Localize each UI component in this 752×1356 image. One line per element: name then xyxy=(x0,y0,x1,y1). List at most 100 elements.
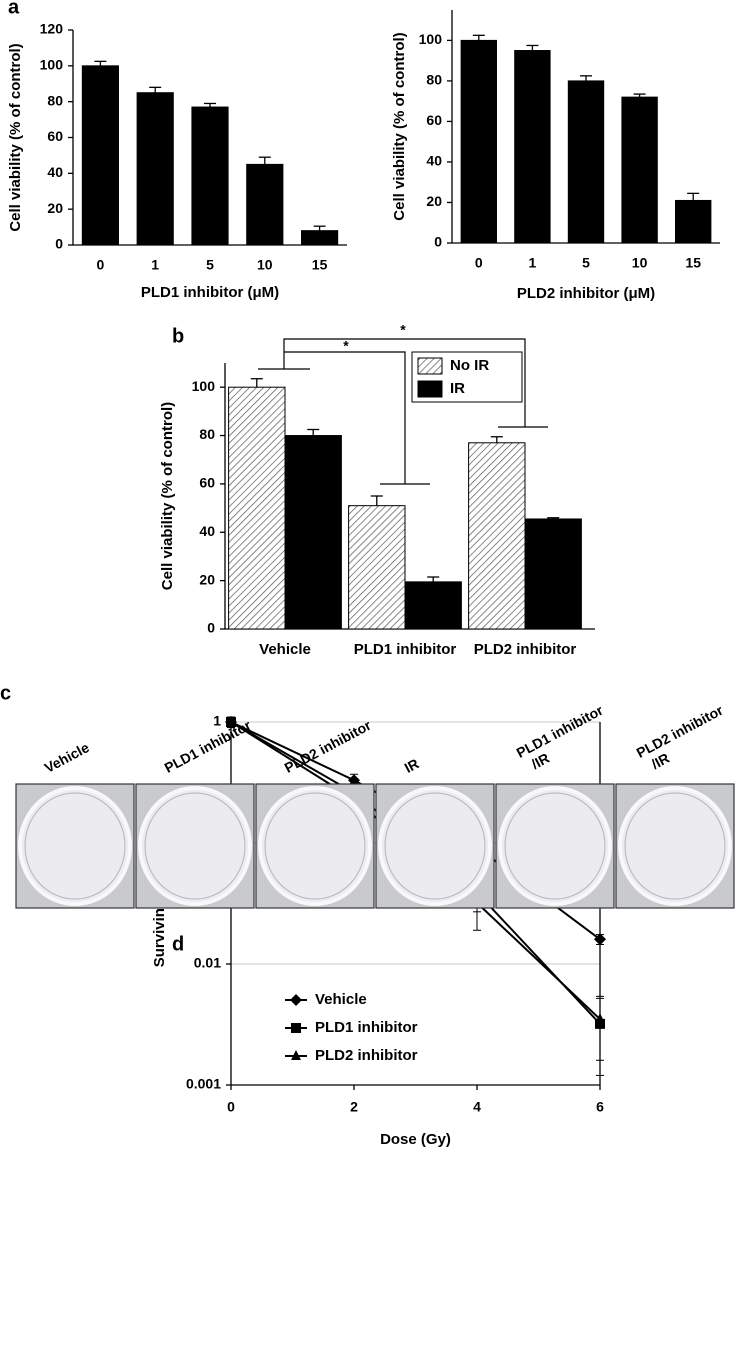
bar xyxy=(191,106,229,246)
plate-label: IR xyxy=(402,755,422,776)
plate-dish xyxy=(138,786,252,906)
x-tick-label: PLD2 inhibitor xyxy=(474,641,577,658)
y-tick-label: 20 xyxy=(47,200,63,216)
x-tick-label: 10 xyxy=(632,255,648,271)
plate-rim xyxy=(384,792,486,900)
plate-label: PLD2 inhibitor xyxy=(634,702,726,761)
x-tick-label: PLD1 inhibitor xyxy=(354,641,457,658)
significance-brackets xyxy=(258,338,548,485)
y-tick-label: 1 xyxy=(213,713,221,729)
x-tick-label: 5 xyxy=(582,255,590,271)
x-tick-label: 15 xyxy=(312,257,328,273)
bar xyxy=(468,442,526,630)
y-tick-label: 20 xyxy=(199,571,215,587)
legend-marker xyxy=(290,994,302,1006)
y-tick-label: 0 xyxy=(434,234,442,250)
marker xyxy=(594,933,606,946)
y-tick-label: 0 xyxy=(207,620,215,636)
legend-marker xyxy=(291,1023,301,1033)
bar xyxy=(301,230,339,246)
plate-dish xyxy=(18,786,132,906)
plate-rim xyxy=(624,792,726,900)
plate-label: PLD1 inhibitor xyxy=(162,717,254,776)
bar xyxy=(514,50,551,244)
plate-label: Vehicle xyxy=(42,739,92,776)
legend-label: Vehicle xyxy=(315,991,367,1008)
y-tick-label: 40 xyxy=(426,153,442,169)
plate-rim xyxy=(144,792,246,900)
x-tick-label: 1 xyxy=(151,257,159,273)
x-axis-title: PLD2 inhibitor (μM) xyxy=(517,285,655,302)
marker xyxy=(226,716,236,726)
plate-label: PLD1 inhibitor xyxy=(514,702,606,761)
legend-label: No IR xyxy=(450,357,489,374)
bar xyxy=(460,39,497,244)
bar xyxy=(567,80,605,244)
plate-dish xyxy=(258,786,372,906)
x-tick-label: 10 xyxy=(257,257,273,273)
y-tick-label: 120 xyxy=(40,21,64,37)
y-axis-title: Cell viability (% of control) xyxy=(7,43,24,231)
x-axis-title: Dose (Gy) xyxy=(380,1131,451,1148)
legend-label: IR xyxy=(450,380,465,397)
y-tick-label: 100 xyxy=(419,31,443,47)
plate-dish xyxy=(378,786,492,906)
y-tick-label: 60 xyxy=(47,128,63,144)
x-tick-label: 0 xyxy=(97,257,105,273)
panel-label: c xyxy=(0,682,11,704)
bar xyxy=(81,65,119,246)
y-tick-label: 0.01 xyxy=(194,955,221,971)
y-tick-label: 60 xyxy=(426,112,442,128)
bar xyxy=(228,386,286,630)
y-tick-label: 80 xyxy=(47,92,63,108)
legend-marker xyxy=(291,1050,301,1060)
bar xyxy=(284,435,342,630)
legend-swatch xyxy=(417,380,443,398)
significance-star: * xyxy=(400,322,406,338)
y-tick-label: 80 xyxy=(199,426,215,442)
x-tick-label: Vehicle xyxy=(259,641,311,658)
bar xyxy=(621,96,658,244)
plate-rim xyxy=(504,792,606,900)
y-axis-title: Cell viability (% of control) xyxy=(159,402,176,590)
bar xyxy=(136,92,174,246)
x-tick-label: 1 xyxy=(529,255,537,271)
plate-label: /IR xyxy=(649,750,672,773)
bar xyxy=(246,163,284,246)
y-tick-label: 40 xyxy=(47,164,63,180)
bar xyxy=(675,199,712,244)
panel-label: d xyxy=(172,933,184,955)
y-tick-label: 0 xyxy=(55,236,63,252)
x-tick-label: 5 xyxy=(206,257,214,273)
plate-dish xyxy=(498,786,612,906)
plate-rim xyxy=(264,792,366,900)
legend-label: PLD1 inhibitor xyxy=(315,1019,418,1036)
marker xyxy=(595,1013,605,1024)
bar xyxy=(404,581,462,630)
x-tick-label: 0 xyxy=(475,255,483,271)
panel-label: b xyxy=(172,325,184,347)
y-tick-label: 100 xyxy=(192,378,216,394)
bar xyxy=(524,518,582,630)
x-tick-label: 4 xyxy=(473,1099,481,1115)
y-tick-label: 40 xyxy=(199,523,215,539)
plate-label: /IR xyxy=(529,750,552,773)
y-tick-label: 20 xyxy=(426,193,442,209)
y-tick-label: 80 xyxy=(426,72,442,88)
y-tick-label: 0.001 xyxy=(186,1076,221,1092)
y-axis-title: Cell viability (% of control) xyxy=(391,32,408,220)
y-tick-label: 60 xyxy=(199,475,215,491)
x-axis-title: PLD1 inhibitor (μM) xyxy=(141,284,279,301)
plate-dish xyxy=(618,786,732,906)
legend-label: PLD2 inhibitor xyxy=(315,1047,418,1064)
y-tick-label: 100 xyxy=(40,57,64,73)
x-tick-label: 15 xyxy=(685,255,701,271)
x-tick-label: 6 xyxy=(596,1099,604,1115)
panel-label: a xyxy=(8,0,20,18)
legend-swatch xyxy=(417,357,443,375)
x-tick-label: 2 xyxy=(350,1099,358,1115)
x-tick-label: 0 xyxy=(227,1099,235,1115)
plate-rim xyxy=(24,792,126,900)
bar xyxy=(348,505,406,630)
